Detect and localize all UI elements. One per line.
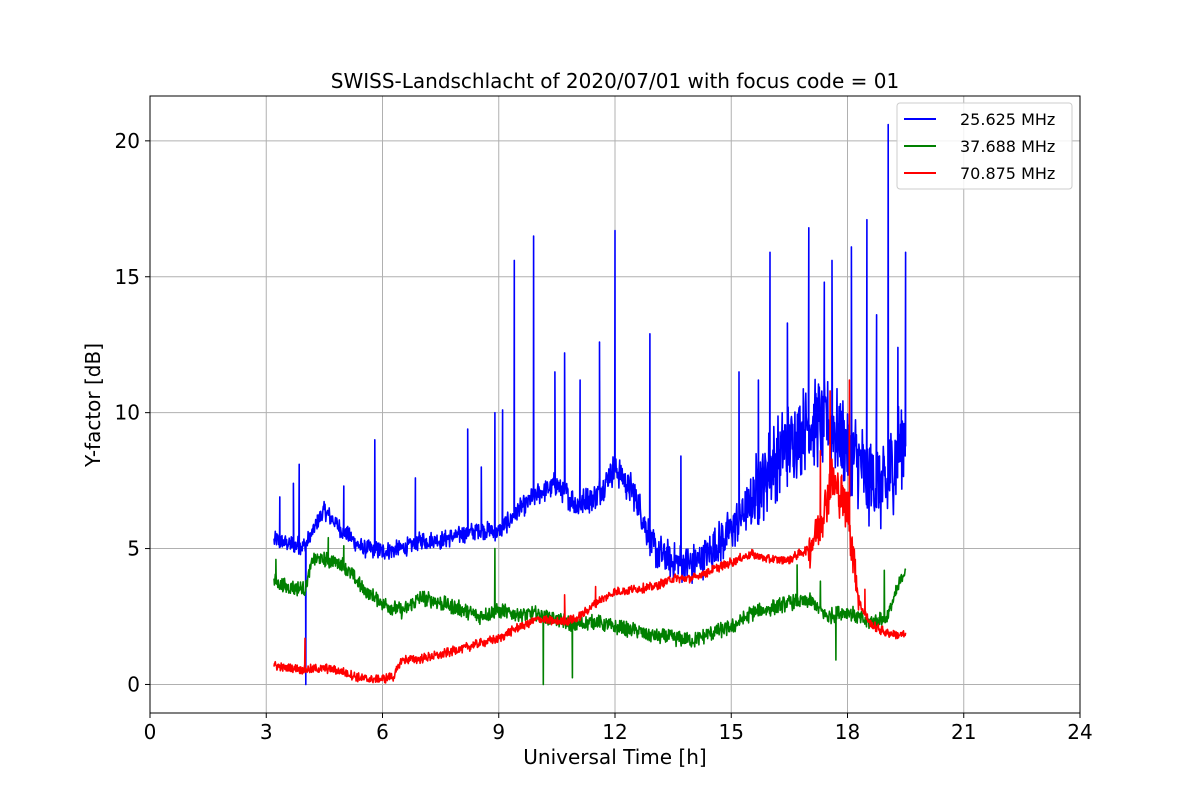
series-line-3: [273, 379, 907, 684]
x-tick-label: 21: [951, 720, 976, 744]
y-tick-label: 15: [115, 265, 140, 289]
x-tick-label: 9: [492, 720, 505, 744]
y-axis-ticks: 0 5 10 15 20: [115, 129, 150, 696]
legend: 25.625 MHz 37.688 MHz 70.875 MHz: [896, 102, 1073, 190]
y-tick-label: 0: [127, 672, 140, 696]
x-axis-ticks: 0 3 6 9 12 15 18 21 24: [144, 713, 1093, 744]
grid: [150, 96, 1080, 713]
x-axis-label: Universal Time [h]: [523, 745, 706, 769]
x-tick-label: 18: [835, 720, 860, 744]
x-tick-label: 15: [719, 720, 744, 744]
series-layer: [273, 123, 907, 686]
chart-title: SWISS-Landschlacht of 2020/07/01 with fo…: [331, 69, 899, 93]
legend-label: 37.688 MHz: [960, 137, 1055, 156]
x-tick-label: 24: [1067, 720, 1092, 744]
x-tick-label: 0: [144, 720, 157, 744]
legend-frame: [896, 102, 1073, 190]
y-tick-label: 20: [115, 129, 140, 153]
y-tick-label: 10: [115, 401, 140, 425]
x-tick-label: 3: [260, 720, 273, 744]
y-tick-label: 5: [127, 537, 140, 561]
x-tick-label: 6: [376, 720, 389, 744]
x-tick-label: 12: [602, 720, 627, 744]
series-line-1: [273, 123, 907, 686]
legend-label: 70.875 MHz: [960, 164, 1055, 183]
y-axis-label: Y-factor [dB]: [81, 343, 105, 468]
series-line-2: [273, 536, 907, 686]
legend-label: 25.625 MHz: [960, 110, 1055, 129]
